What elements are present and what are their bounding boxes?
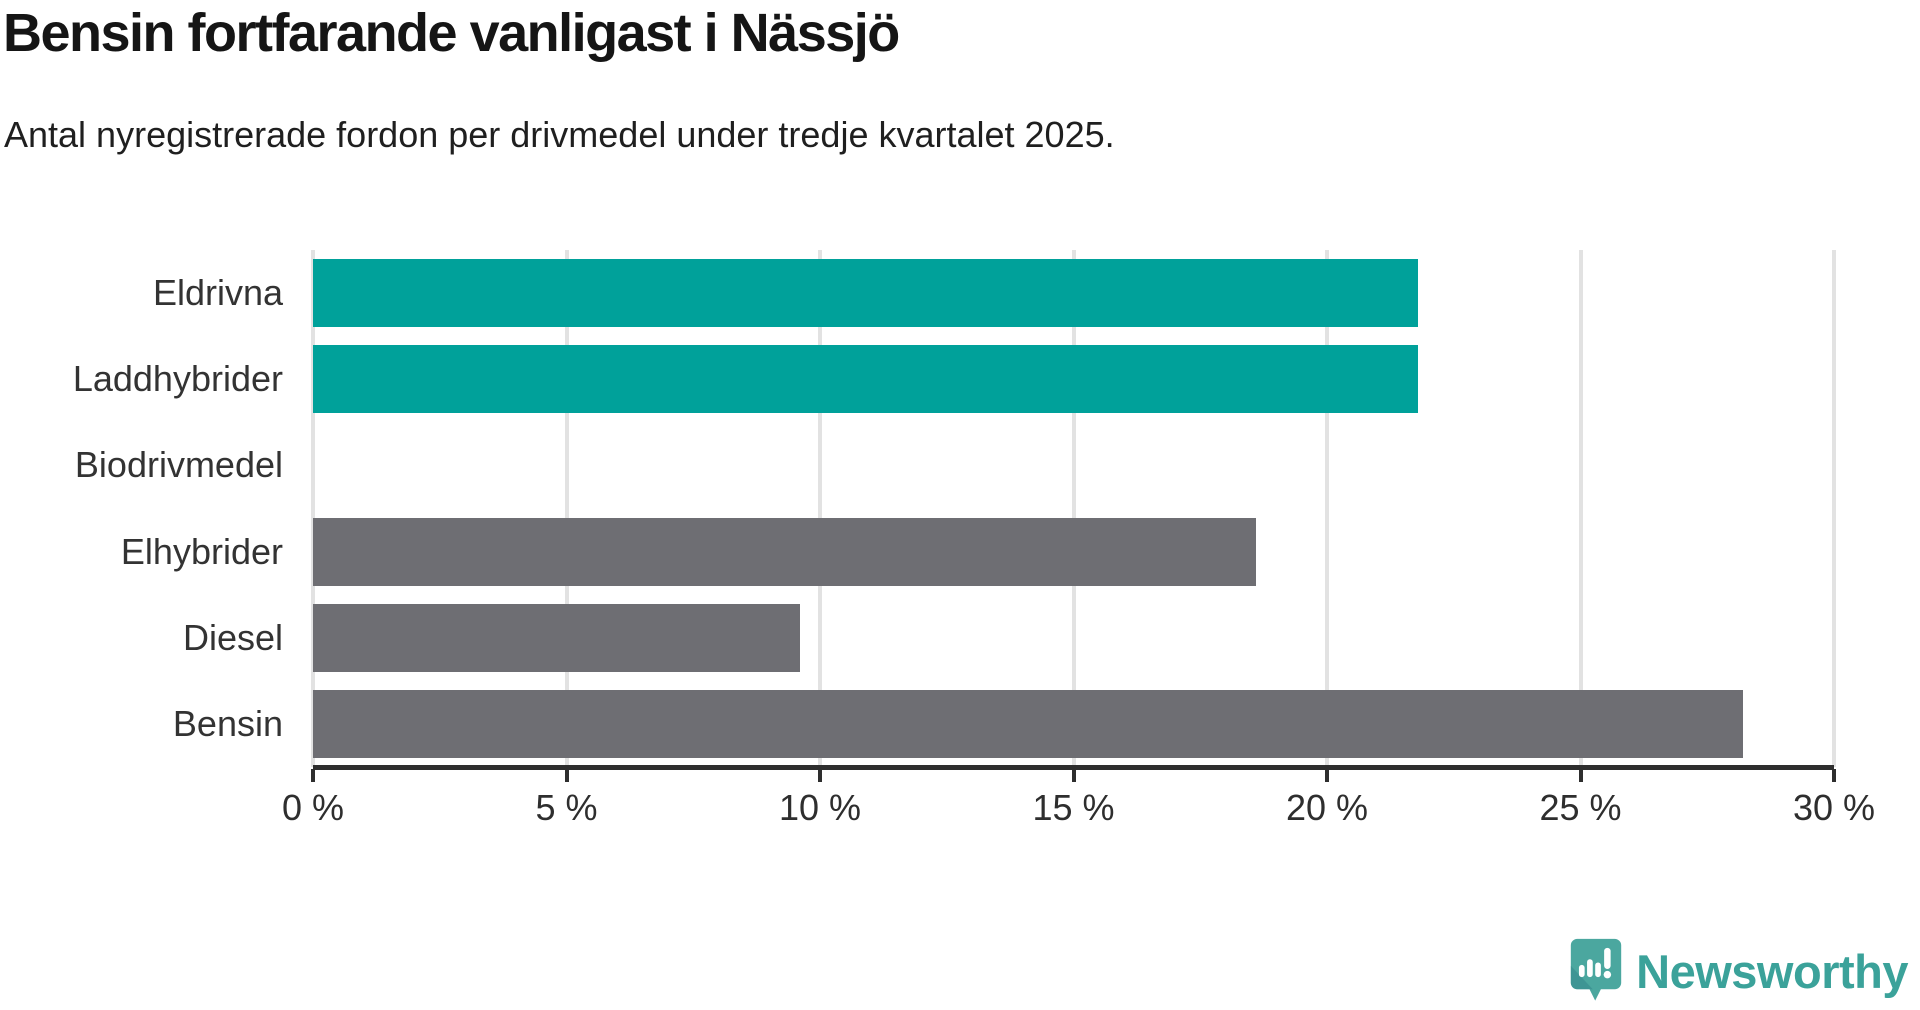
gridline <box>1832 250 1836 767</box>
brand-footer: Newsworthy <box>1570 938 1908 1004</box>
bar-laddhybrider <box>313 345 1419 414</box>
y-axis-label-eldrivna: Eldrivna <box>152 272 283 314</box>
chart-title: Bensin fortfarande vanligast i Nässjö <box>3 3 900 63</box>
gridline <box>818 250 822 767</box>
gridline <box>311 250 315 767</box>
bar-diesel <box>313 603 800 672</box>
y-axis-label-biodrivmedel: Biodrivmedel <box>74 444 283 486</box>
bar-bensin <box>313 689 1743 758</box>
x-axis-tick-label: 25 % <box>1539 787 1622 828</box>
x-axis-tick-label: 10 % <box>778 787 862 828</box>
newsworthy-logo-icon <box>1570 938 1622 1004</box>
x-axis-tick <box>311 769 315 782</box>
brand-name: Newsworthy <box>1636 944 1908 998</box>
x-axis-tick <box>1832 769 1836 782</box>
y-axis-label-bensin: Bensin <box>172 702 283 744</box>
y-axis-label-diesel: Diesel <box>182 616 283 658</box>
gridline <box>1325 250 1329 767</box>
x-axis-tick <box>564 769 569 782</box>
bar-eldrivna <box>313 259 1419 327</box>
y-axis-labels: Eldrivna Laddhybrider Biodrivmedel Elhybrid… <box>0 250 298 767</box>
x-axis-tick <box>1071 769 1076 782</box>
y-axis-label-laddhybrider: Laddhybrider <box>72 358 283 400</box>
x-axis-tick-label: 30 % <box>1792 787 1876 828</box>
x-axis-tick-label: 5 % <box>535 787 598 828</box>
gridline <box>1071 250 1076 767</box>
x-axis-tick <box>818 769 822 782</box>
bar-elhybrider <box>313 517 1257 586</box>
x-axis-tick-label: 20 % <box>1285 787 1369 828</box>
y-axis-label-elhybrider: Elhybrider <box>120 530 283 572</box>
x-axis-tick-label: 15 % <box>1032 787 1115 828</box>
x-axis-tick <box>1325 769 1329 782</box>
x-axis-tick <box>1578 769 1583 782</box>
gridline <box>1578 250 1583 767</box>
x-axis-line <box>313 765 1834 770</box>
chart-subtitle: Antal nyregistrerade fordon per drivmede… <box>4 114 1115 155</box>
plot-area: 0 % 5 % 10 % 15 % 20 % 25 % 30 % <box>282 250 1875 828</box>
x-axis-tick-label: 0 % <box>281 787 345 828</box>
gridline <box>564 250 569 767</box>
